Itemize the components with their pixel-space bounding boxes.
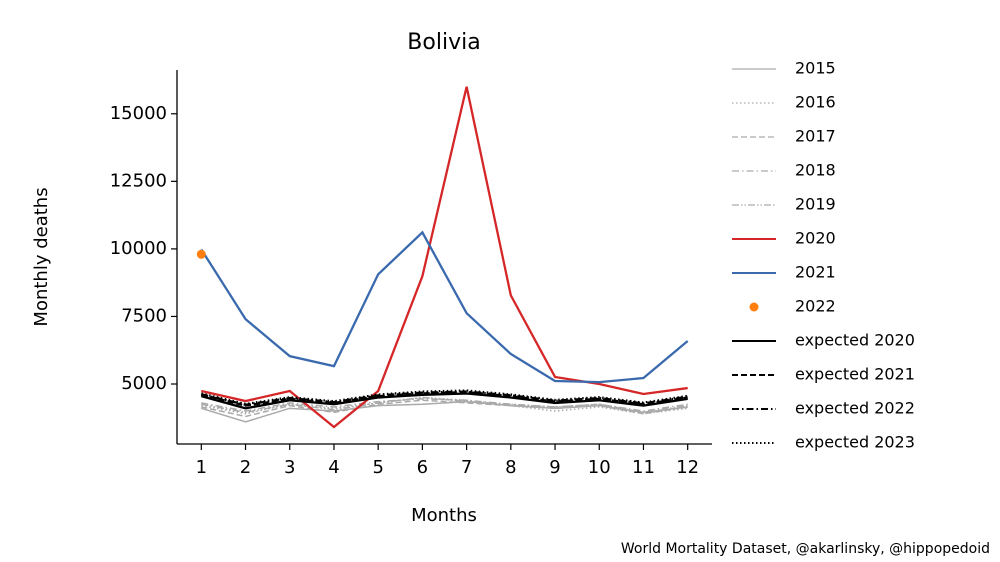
legend-label: 2020	[795, 229, 836, 248]
chart-title: Bolivia	[407, 30, 480, 55]
y-tick-label: 10000	[110, 238, 167, 259]
x-tick-label: 4	[328, 457, 339, 478]
x-tick-label: 6	[417, 457, 428, 478]
y-tick-label: 15000	[110, 103, 167, 124]
legend-label: 2015	[795, 59, 836, 78]
x-tick-label: 8	[505, 457, 516, 478]
x-tick-label: 10	[588, 457, 611, 478]
series-line	[200, 230, 689, 384]
legend-label: 2021	[795, 263, 836, 282]
y-axis-label: Monthly deaths	[31, 187, 52, 326]
x-tick-label: 9	[549, 457, 560, 478]
x-tick-label: 11	[632, 457, 655, 478]
legend-label: expected 2020	[795, 331, 915, 350]
legend-label: 2017	[795, 127, 836, 146]
series-line	[201, 396, 688, 414]
series-line	[201, 389, 688, 406]
legend-label: 2018	[795, 161, 836, 180]
series-point	[196, 249, 206, 259]
legend-label: 2016	[795, 93, 836, 112]
series-line	[201, 392, 688, 410]
x-tick-label: 7	[461, 457, 472, 478]
x-tick-label: 5	[372, 457, 383, 478]
legend-label: expected 2021	[795, 365, 915, 384]
x-tick-label: 2	[240, 457, 251, 478]
series-line	[201, 86, 688, 429]
series-line	[201, 400, 688, 423]
x-tick-label: 1	[196, 457, 207, 478]
legend-label: expected 2023	[795, 433, 915, 452]
legend-swatch	[749, 302, 759, 312]
series-line	[201, 398, 688, 412]
legend-label: 2019	[795, 195, 836, 214]
legend-label: 2022	[795, 297, 836, 316]
legend-label: expected 2022	[795, 399, 915, 418]
x-tick-label: 3	[284, 457, 295, 478]
series-line	[201, 396, 688, 415]
y-tick-label: 12500	[110, 170, 167, 191]
source-note: World Mortality Dataset, @akarlinsky, @h…	[621, 541, 990, 557]
y-tick-label: 5000	[121, 373, 167, 394]
series-line	[201, 399, 688, 418]
y-tick-label: 7500	[121, 305, 167, 326]
x-axis-label: Months	[411, 505, 477, 526]
x-tick-label: 12	[676, 457, 699, 478]
